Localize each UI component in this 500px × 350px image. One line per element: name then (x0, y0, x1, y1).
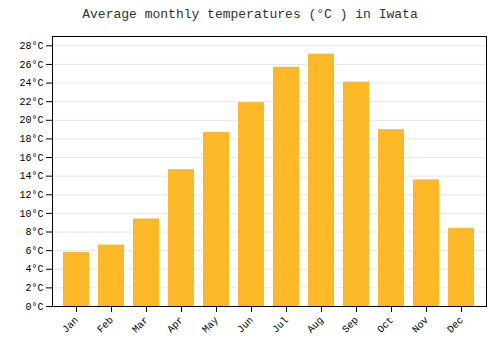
svg-text:12°C: 12°C (19, 190, 43, 201)
html-text:Average monthly temperatures (: Average monthly temperatures (°C ) in Iw… (82, 7, 418, 22)
svg-text:Jan: Jan (60, 315, 81, 336)
svg-text:8°C: 8°C (25, 227, 43, 238)
svg-text:Apr: Apr (165, 315, 186, 336)
svg-text:Jun: Jun (235, 315, 256, 336)
svg-text:Feb: Feb (95, 315, 116, 336)
svg-text:Oct: Oct (375, 315, 396, 336)
svg-text:Mar: Mar (130, 315, 151, 336)
svg-text:14°C: 14°C (19, 171, 43, 182)
svg-text:22°C: 22°C (19, 97, 43, 108)
svg-text:Dec: Dec (445, 315, 466, 336)
svg-text:10°C: 10°C (19, 209, 43, 220)
svg-text:Aug: Aug (305, 315, 326, 336)
svg-text:28°C: 28°C (19, 41, 43, 52)
svg-text:26°C: 26°C (19, 60, 43, 71)
svg-text:Jul: Jul (270, 315, 291, 336)
svg-text:18°C: 18°C (19, 134, 43, 145)
svg-text:20°C: 20°C (19, 115, 43, 126)
svg-text:Sep: Sep (340, 315, 361, 336)
svg-text:Nov: Nov (410, 315, 431, 336)
svg-text:6°C: 6°C (25, 246, 43, 257)
svg-text:2°C: 2°C (25, 283, 43, 294)
svg-text:0°C: 0°C (25, 302, 43, 313)
svg-text:May: May (200, 315, 221, 336)
svg-text:24°C: 24°C (19, 78, 43, 89)
svg-text:4°C: 4°C (25, 264, 43, 275)
svg-text:16°C: 16°C (19, 153, 43, 164)
